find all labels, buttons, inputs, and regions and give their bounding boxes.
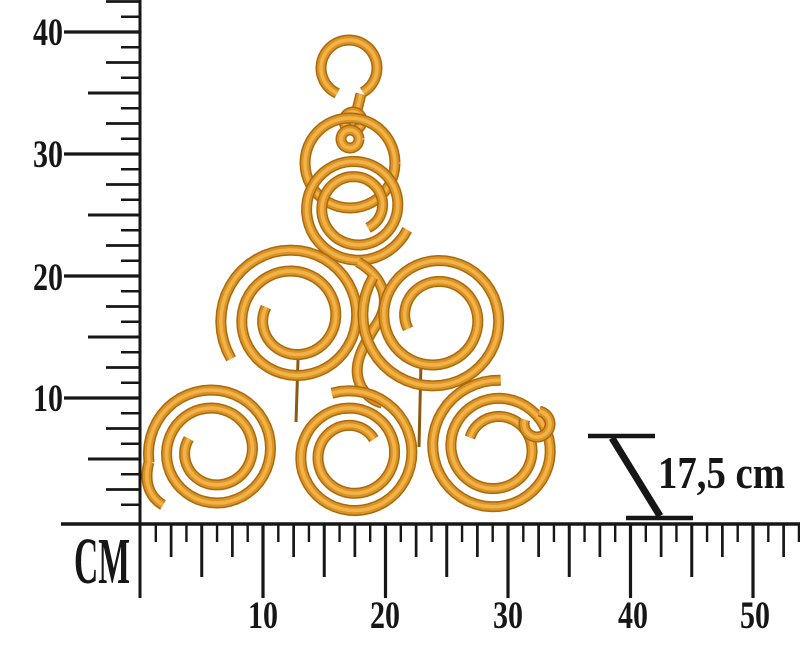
depth-marker-diagonal bbox=[609, 436, 663, 518]
horizontal-ruler-label-30: 30 bbox=[493, 594, 523, 637]
vertical-ruler-label-20: 20 bbox=[33, 256, 63, 299]
wire-path bbox=[303, 116, 397, 210]
horizontal-ruler-label-50: 50 bbox=[740, 594, 770, 637]
vertical-ruler-label-10: 10 bbox=[33, 377, 63, 420]
wire-path bbox=[146, 388, 273, 505]
scroll-sculpture bbox=[141, 34, 556, 517]
horizontal-ruler-label-10: 10 bbox=[248, 594, 278, 637]
vertical-ruler-ticks bbox=[64, 0, 140, 506]
vertical-ruler: 40 30 20 10 CM bbox=[33, 0, 142, 598]
vertical-ruler-label-40: 40 bbox=[33, 11, 63, 54]
wire-path bbox=[145, 461, 165, 507]
wire-path bbox=[319, 38, 379, 95]
support-leg bbox=[294, 359, 300, 423]
ruler-unit-label: CM bbox=[74, 525, 130, 598]
wire-path bbox=[339, 128, 361, 150]
wire-path bbox=[522, 409, 552, 439]
depth-value-label: 17,5 cm bbox=[658, 448, 785, 498]
horizontal-ruler-ticks bbox=[154, 524, 800, 598]
wire-path bbox=[219, 248, 359, 378]
horizontal-ruler-label-20: 20 bbox=[370, 594, 400, 637]
horizontal-ruler: 10 20 30 40 50 bbox=[61, 522, 800, 637]
vertical-ruler-label-30: 30 bbox=[33, 133, 63, 176]
wire-path bbox=[299, 389, 414, 513]
support-leg bbox=[417, 361, 423, 448]
wire-path bbox=[304, 159, 409, 262]
horizontal-ruler-label-40: 40 bbox=[618, 594, 648, 637]
depth-annotation: 17,5 cm bbox=[588, 433, 785, 521]
wire-path bbox=[361, 258, 501, 388]
